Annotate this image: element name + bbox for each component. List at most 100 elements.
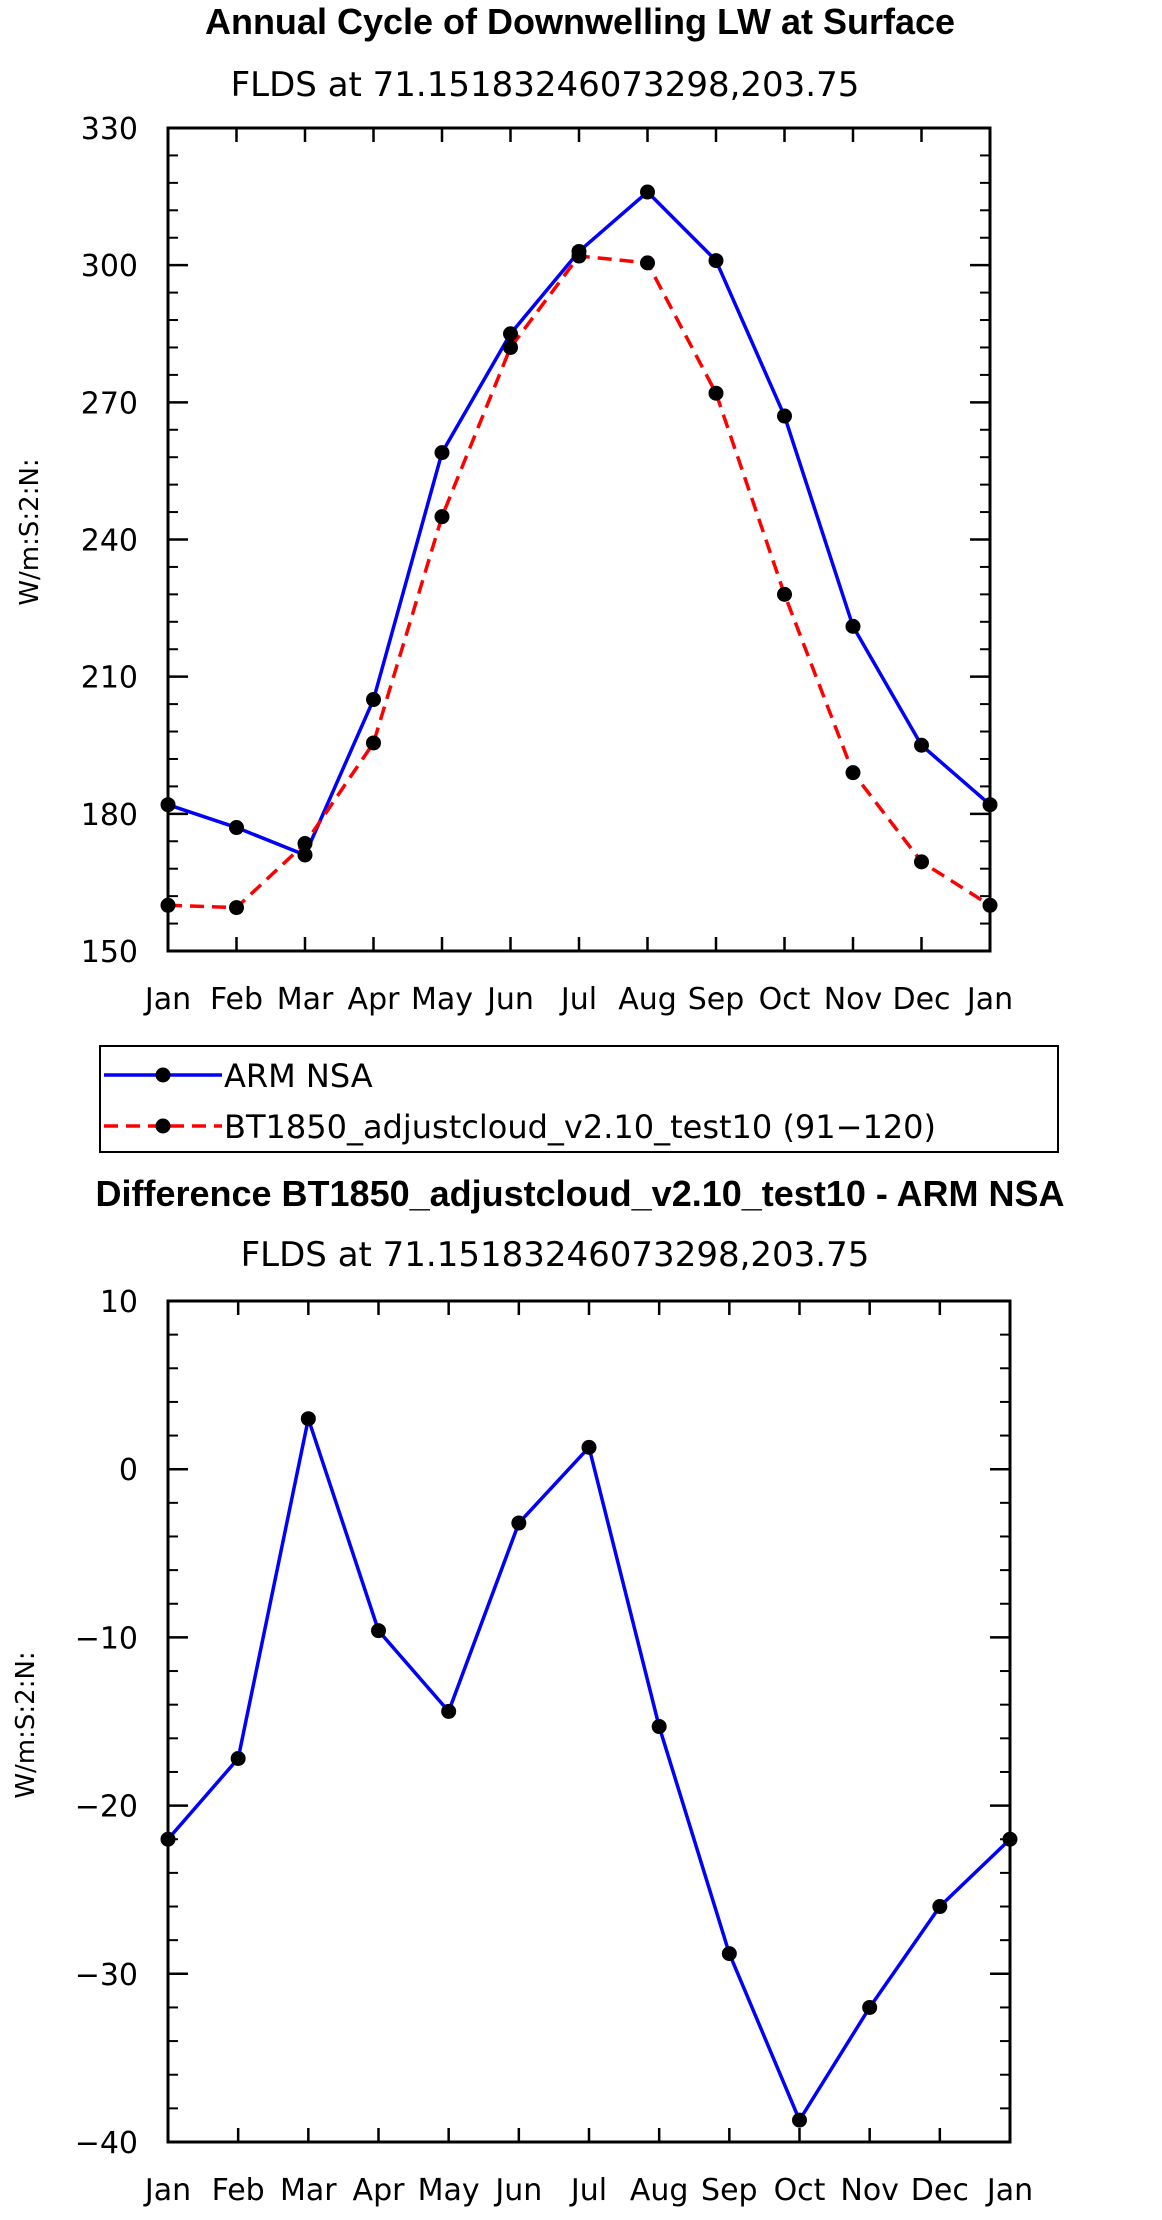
- plot-frame: [166, 1299, 1012, 2144]
- x-tick-label: Feb: [210, 982, 263, 1017]
- series-1-point: [982, 897, 998, 913]
- x-tick-label: Sep: [688, 982, 745, 1017]
- legend-label-bt1850: BT1850_adjustcloud_v2.10_test10 (91−120): [224, 1108, 936, 1146]
- series-0-point: [160, 797, 176, 813]
- chart1-ylabel: W/m:S:2:N:: [15, 458, 45, 605]
- x-tick-label: Jan: [143, 2173, 191, 2208]
- x-tick-label: Oct: [759, 982, 811, 1017]
- y-tick-label: 270: [81, 386, 138, 421]
- series-0-point: [297, 847, 313, 863]
- y-tick-label: 10: [100, 1285, 138, 1320]
- legend-marker-arm-nsa: [155, 1067, 171, 1083]
- series-0-point: [230, 1751, 246, 1767]
- x-tick-label: May: [418, 2173, 480, 2208]
- x-tick-label: Mar: [280, 2173, 337, 2208]
- chart2-ylabel: W/m:S:2:N:: [11, 1651, 41, 1798]
- y-tick-label: −30: [75, 1958, 138, 1993]
- series-0-point: [300, 1411, 316, 1427]
- y-tick-label: 180: [81, 798, 138, 833]
- series-1-point: [708, 385, 724, 401]
- x-tick-label: Nov: [824, 982, 883, 1017]
- y-tick-label: −10: [75, 1621, 138, 1656]
- y-tick-label: 300: [81, 249, 138, 284]
- chart-difference: Difference BT1850_adjustcloud_v2.10_test…: [11, 1173, 1065, 2208]
- series-0-point: [792, 2112, 807, 2128]
- series-0-point: [434, 445, 450, 461]
- x-tick-label: Sep: [701, 2173, 758, 2208]
- series-line-0: [167, 190, 992, 857]
- series-0-point: [366, 692, 381, 708]
- series-0-point: [160, 1831, 176, 1847]
- x-tick-label: Jun: [485, 982, 534, 1017]
- x-tick-label: Jul: [569, 2173, 607, 2208]
- series-1-point: [640, 255, 655, 271]
- x-tick-label: Jul: [559, 982, 597, 1017]
- series-0-point: [371, 1623, 386, 1639]
- series-0-point: [503, 326, 518, 342]
- series-0-point: [229, 820, 244, 836]
- x-tick-label: May: [411, 982, 473, 1017]
- series-0-point: [441, 1703, 457, 1719]
- chart1-series: [160, 184, 998, 916]
- x-tick-label: Nov: [840, 2173, 899, 2208]
- chart-annual-cycle: Annual Cycle of Downwelling LW at Surfac…: [15, 1, 1013, 1017]
- chart2-axes: Jan Feb Mar Apr May Jun Jul Aug Sep Oct Nov Dec Jan−…: [75, 1285, 1033, 2208]
- x-tick-label: Feb: [212, 2173, 265, 2208]
- x-tick-label: Aug: [630, 2173, 689, 2208]
- x-tick-label: Dec: [911, 2173, 969, 2208]
- x-tick-label: Apr: [348, 982, 401, 1017]
- series-0-point: [581, 1439, 597, 1455]
- chart1-axes: Jan Feb Mar Apr May Jun Jul Aug Sep Oct Nov Dec Jan1…: [81, 112, 1013, 1017]
- series-0-point: [1002, 1831, 1018, 1847]
- chart1-subtitle: FLDS at 71.15183246073298,203.75: [231, 65, 860, 105]
- y-tick-label: −40: [75, 2126, 138, 2161]
- x-tick-label: Jan: [143, 982, 191, 1017]
- series-0-point: [845, 618, 861, 634]
- series-0-point: [914, 737, 929, 753]
- series-1-point: [434, 509, 450, 525]
- y-tick-label: 240: [81, 524, 138, 559]
- x-tick-label: Aug: [618, 982, 677, 1017]
- series-1-point: [503, 339, 518, 355]
- series-1-point: [297, 836, 313, 852]
- series-1-point: [845, 765, 861, 781]
- series-1-point: [914, 854, 929, 870]
- series-1-point: [160, 897, 176, 913]
- series-0-point: [777, 408, 792, 424]
- x-tick-label: Jan: [965, 982, 1013, 1017]
- x-tick-label: Jun: [493, 2173, 542, 2208]
- x-tick-label: Oct: [774, 2173, 826, 2208]
- y-tick-label: 0: [119, 1453, 138, 1488]
- x-tick-label: Mar: [277, 982, 334, 1017]
- chart2-series: [160, 1411, 1018, 2128]
- legend-label-arm-nsa: ARM NSA: [224, 1057, 373, 1095]
- y-tick-label: 150: [81, 935, 138, 970]
- y-tick-label: 210: [81, 661, 138, 696]
- series-1-point: [366, 735, 381, 751]
- series-line-0: [166, 1416, 1012, 2122]
- chart1-title: Annual Cycle of Downwelling LW at Surfac…: [205, 1, 955, 42]
- x-tick-label: Apr: [353, 2173, 406, 2208]
- legend-box: [99, 1045, 1059, 1153]
- x-tick-label: Jan: [985, 2173, 1033, 2208]
- series-0-point: [511, 1515, 527, 1531]
- series-0-point: [708, 253, 724, 269]
- series-0-point: [862, 1999, 878, 2015]
- legend: ARM NSA BT1850_adjustcloud_v2.10_test10 …: [99, 1045, 1059, 1153]
- series-0-point: [932, 1899, 948, 1915]
- series-0-point: [651, 1719, 667, 1735]
- series-line-1: [167, 254, 991, 910]
- y-tick-label: −20: [75, 1790, 138, 1825]
- series-1-point: [229, 900, 244, 916]
- series-0-point: [721, 1946, 737, 1962]
- chart2-title: Difference BT1850_adjustcloud_v2.10_test…: [95, 1173, 1064, 1214]
- series-1-point: [777, 586, 792, 602]
- series-1-point: [571, 248, 587, 264]
- chart2-subtitle: FLDS at 71.15183246073298,203.75: [241, 1235, 870, 1275]
- series-0-point: [640, 184, 655, 200]
- series-0-point: [982, 797, 998, 813]
- legend-marker-bt1850: [155, 1118, 171, 1134]
- y-tick-label: 330: [81, 112, 138, 147]
- x-tick-label: Dec: [892, 982, 950, 1017]
